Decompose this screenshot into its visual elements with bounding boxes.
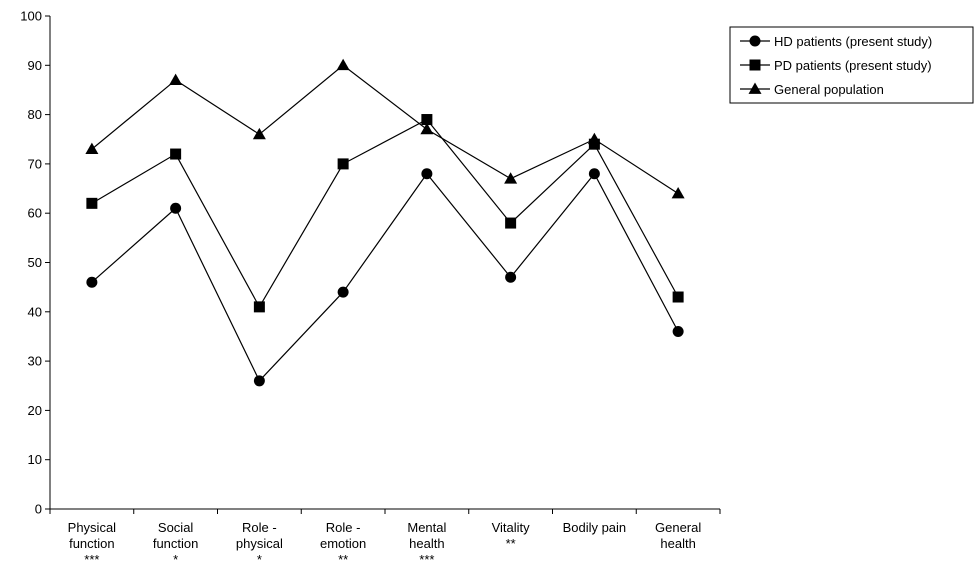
x-category-label: Bodily pain [563,520,627,535]
series-line [91,64,679,194]
data-point [253,375,265,387]
data-point [252,127,266,140]
y-tick-label: 40 [28,304,42,319]
x-category-label-line: emotion [320,536,366,551]
y-tick-label: 0 [35,502,42,517]
x-category-label: Social function * [153,520,199,567]
x-category-label-line: Role - [326,520,361,535]
x-category-label-line: ** [506,536,516,551]
series-3 [85,58,685,199]
data-point [85,142,99,154]
x-category-label-line: Role - [242,520,277,535]
x-axis: Physical function ***Social function *Role -… [49,508,721,567]
x-category-label-line: physical [236,536,283,551]
x-category-label: Role -physical * [236,520,283,567]
x-category-label: Vitality ** [492,520,531,551]
x-category-label-line: function [69,536,115,551]
x-category-label-line: *** [419,552,434,567]
y-axis: 0 10 20 30 40 50 60 70 80 90 100 [20,9,51,517]
x-category-label-line: health [660,536,695,551]
data-point [588,168,600,180]
data-point [421,168,433,180]
legend-entry: General population [740,82,884,97]
y-tick-label: 30 [28,354,42,369]
y-tick-label: 80 [28,107,42,122]
y-tick-label: 90 [28,58,42,73]
data-point [170,202,182,214]
data-point [336,58,350,71]
data-point [253,301,265,313]
x-category-label-line: function [153,536,199,551]
data-point [587,132,601,145]
data-point [420,122,434,135]
x-category-label-line: Physical [68,520,117,535]
legend-marker [749,59,761,71]
data-point [421,114,433,126]
legend-entry: HD patients (present study) [740,34,932,49]
data-point [672,326,684,338]
data-point [86,197,98,209]
legend-marker [748,82,762,94]
x-category-label-line: Vitality [492,520,531,535]
legend-label: PD patients (present study) [774,58,932,73]
legend: HD patients (present study) PD patients (… [729,26,974,104]
x-category-label-line: Mental [407,520,446,535]
data-point [170,148,182,160]
data-point [671,186,685,199]
series-2 [86,114,684,313]
data-point [505,217,517,229]
x-category-label-line: ** [338,552,348,567]
legend-marker [749,35,761,47]
y-tick-label: 60 [28,206,42,221]
data-point [588,138,600,150]
y-tick-label: 100 [20,9,42,24]
x-category-label-line: *** [84,552,99,567]
x-category-label: General health [655,520,701,551]
legend-label: HD patients (present study) [774,34,932,49]
y-tick-label: 20 [28,403,42,418]
legend-box [729,26,974,104]
series-line [91,118,679,309]
data-point [672,291,684,303]
x-category-label-line: * [173,552,178,567]
legend-entry: PD patients (present study) [740,58,932,73]
data-point [337,158,349,170]
x-category-label-line: * [257,552,262,567]
x-category-label: Mental health *** [407,520,446,567]
data-point [337,286,349,298]
series-layer [85,58,685,387]
data-point [505,271,517,283]
x-category-label-line: Bodily pain [563,520,627,535]
data-point [504,172,518,184]
data-point [86,276,98,288]
series-line [91,172,679,382]
x-category-label-line: Social [158,520,194,535]
y-tick-label: 10 [28,452,42,467]
legend-label: General population [774,82,884,97]
data-point [169,73,183,85]
y-tick-label: 70 [28,156,42,171]
x-category-label-line: health [409,536,444,551]
y-tick-label: 50 [28,255,42,270]
x-category-label-line: General [655,520,701,535]
x-category-label: Role -emotion ** [320,520,366,567]
series-1 [86,168,684,387]
x-category-label: Physical function *** [68,520,117,567]
